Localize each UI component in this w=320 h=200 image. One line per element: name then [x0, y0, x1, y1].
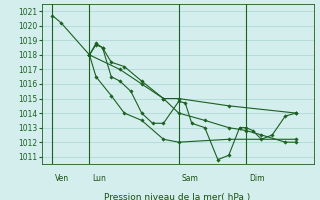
Text: Lun: Lun	[92, 174, 106, 183]
Text: Dim: Dim	[249, 174, 264, 183]
Text: Pression niveau de la mer( hPa ): Pression niveau de la mer( hPa )	[104, 193, 251, 200]
Text: Sam: Sam	[181, 174, 198, 183]
Text: Ven: Ven	[55, 174, 69, 183]
